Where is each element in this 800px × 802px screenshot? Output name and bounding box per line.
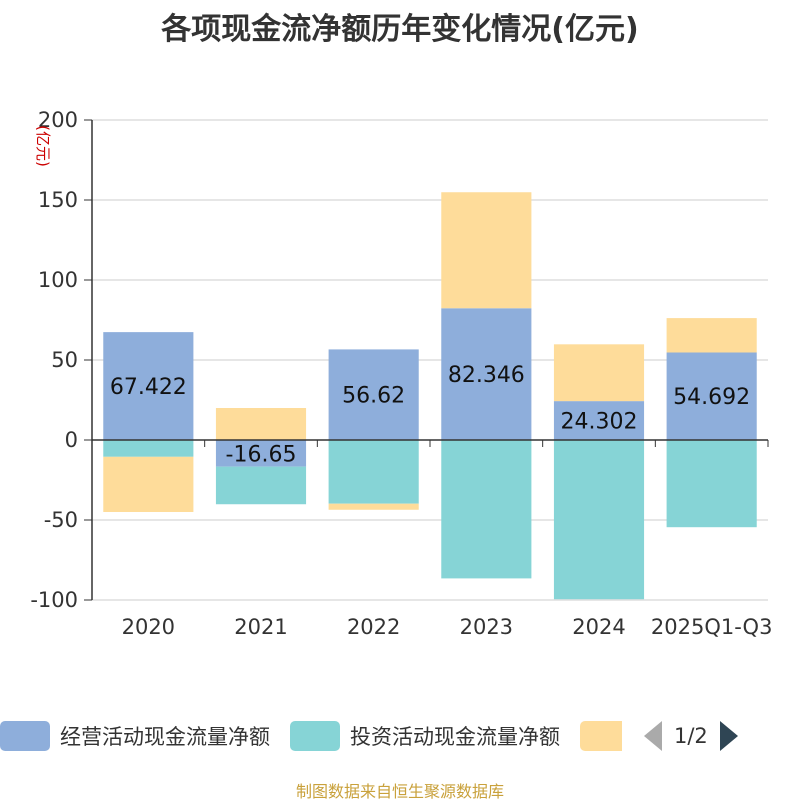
chart-title: 各项现金流净额历年变化情况(亿元) <box>161 12 639 47</box>
labels: 200 150 100 50 0 -50 -100 (亿元) 67.422 2020 -16.65 2… <box>30 108 772 639</box>
bar-2024-series-2 <box>553 344 645 402</box>
bar-2021-series-2 <box>215 408 307 440</box>
axes <box>84 119 769 601</box>
bars <box>103 192 757 600</box>
x-tick-label: 2025Q1-Q3 <box>651 615 773 639</box>
bar-2022-series-2 <box>328 503 419 510</box>
legend-pager: 1/2 <box>644 721 738 751</box>
y-tick-label: 200 <box>38 108 78 132</box>
y-tick-label: 100 <box>38 268 78 292</box>
y-axis-label: (亿元) <box>34 125 52 167</box>
bar-2023-series-0 <box>441 308 532 440</box>
bar-2024-series-1 <box>553 440 645 600</box>
y-tick-label: 50 <box>51 348 78 372</box>
legend-label-investing: 投资活动现金流量净额 <box>350 725 560 749</box>
legend-page-indicator: 1/2 <box>674 724 708 748</box>
bar-2021-series-1 <box>215 466 307 505</box>
bar-chart: 200 150 100 50 0 -50 -100 (亿元) 67.422 2020 -16.65 2… <box>30 108 772 639</box>
x-tick-label: 2022 <box>347 615 400 639</box>
data-label-2025Q1-Q3: 54.692 <box>673 385 750 410</box>
bar-2022-series-1 <box>328 440 419 504</box>
bar-2020-series-1 <box>103 440 194 457</box>
grid-lines <box>92 119 768 601</box>
legend-item-investing[interactable]: 投资活动现金流量净额 <box>290 721 560 751</box>
bar-2021-series-0 <box>215 440 307 467</box>
data-label-2024: 24.302 <box>561 410 638 435</box>
legend-swatch-investing <box>290 721 340 751</box>
x-tick-label: 2024 <box>572 615 625 639</box>
legend-item-financing[interactable] <box>580 721 622 751</box>
legend-label-operating: 经营活动现金流量净额 <box>60 725 270 749</box>
bar-2022-series-0 <box>328 349 419 440</box>
bar-2020-series-2 <box>103 456 194 512</box>
legend-next-icon[interactable] <box>719 721 738 751</box>
data-label-2021: -16.65 <box>226 442 297 467</box>
bar-2025Q1-Q3-series-1 <box>666 440 757 528</box>
legend-item-operating[interactable]: 经营活动现金流量净额 <box>0 721 270 751</box>
x-tick-label: 2023 <box>460 615 513 639</box>
y-tick-label: -50 <box>44 508 78 532</box>
y-tick-label: 0 <box>65 428 78 452</box>
x-tick-label: 2020 <box>122 615 175 639</box>
data-label-2020: 67.422 <box>110 375 187 400</box>
data-label-2022: 56.62 <box>342 384 405 409</box>
legend-swatch-operating <box>0 721 50 751</box>
bar-2025Q1-Q3-series-0 <box>666 352 757 440</box>
y-tick-label: -100 <box>30 588 78 612</box>
legend-swatch-financing <box>580 721 622 751</box>
y-tick-label: 150 <box>38 188 78 212</box>
legend: 经营活动现金流量净额 投资活动现金流量净额 1/2 <box>0 716 800 756</box>
data-source-note: 制图数据来自恒生聚源数据库 <box>295 782 504 801</box>
bar-2024-series-0 <box>553 401 645 440</box>
bar-2020-series-0 <box>103 332 194 440</box>
data-label-2023: 82.346 <box>448 363 525 388</box>
bar-2023-series-1 <box>441 440 532 579</box>
bar-2025Q1-Q3-series-2 <box>666 318 757 353</box>
bar-2023-series-2 <box>441 192 532 309</box>
legend-prev-icon[interactable] <box>644 721 662 751</box>
x-tick-label: 2021 <box>234 615 287 639</box>
